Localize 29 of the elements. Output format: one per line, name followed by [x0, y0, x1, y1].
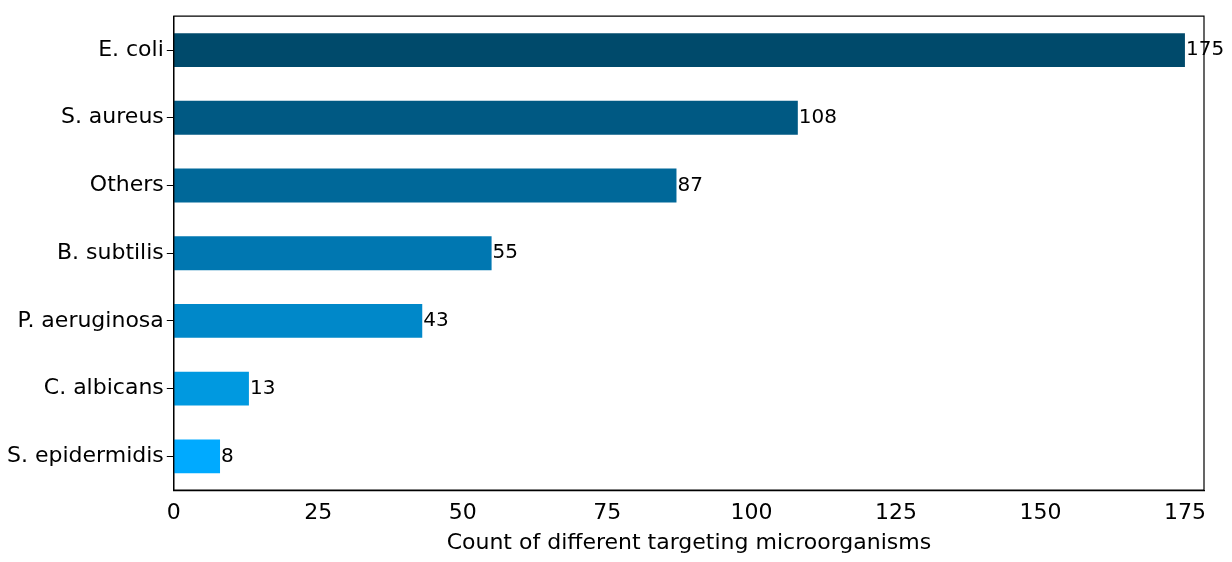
- bar: [173, 100, 798, 135]
- x-tick-label: 100: [730, 499, 773, 525]
- data-label: 87: [677, 171, 703, 196]
- data-label: 13: [249, 374, 276, 399]
- bar: [173, 439, 221, 474]
- bar: [173, 371, 249, 406]
- bar: [173, 303, 423, 338]
- bar: [173, 236, 492, 271]
- y-tick-label: C. albicans: [43, 374, 164, 400]
- x-tick-label: 25: [304, 499, 333, 525]
- y-tick-label: S. epidermidis: [6, 442, 164, 468]
- x-axis-title: Count of different targeting microorganisms: [446, 528, 932, 554]
- x-tick-label: 0: [166, 499, 181, 525]
- x-tick-label: 175: [1163, 499, 1206, 525]
- x-tick-label: 50: [448, 499, 477, 525]
- data-label: 55: [492, 239, 519, 264]
- data-label: 8: [221, 442, 234, 467]
- y-tick-label: E. coli: [98, 35, 164, 61]
- data-label: 43: [423, 307, 449, 332]
- x-tick-label: 75: [593, 499, 622, 525]
- y-tick-label: S. aureus: [60, 103, 164, 129]
- y-tick-label: P. aeruginosa: [17, 306, 164, 332]
- y-tick-label: Others: [89, 171, 164, 197]
- data-label: 108: [798, 103, 837, 128]
- bar: [173, 33, 1185, 67]
- x-tick-label: 150: [1019, 499, 1062, 525]
- x-tick-label: 125: [875, 499, 918, 525]
- y-tick-label: B. subtilis: [56, 238, 164, 264]
- bar: [173, 168, 677, 203]
